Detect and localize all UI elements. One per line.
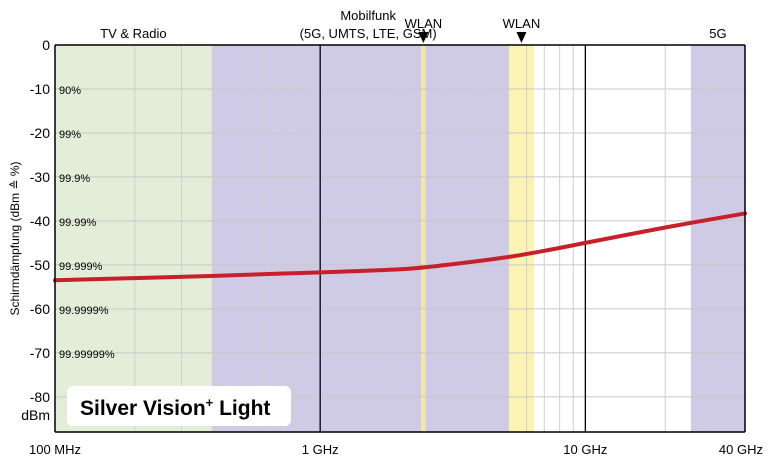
frequency-bands — [55, 45, 745, 432]
percent-label-5: 99.9999% — [59, 305, 109, 317]
band-4 — [690, 45, 745, 432]
product-suffix: Light — [213, 397, 270, 420]
y-tick-label-7: -70 — [30, 345, 50, 361]
x-tick-label-3: 40 GHz — [719, 442, 763, 457]
percent-label-0: 90% — [59, 85, 81, 97]
percent-label-1: 99% — [59, 129, 81, 141]
x-tick-label-2: 10 GHz — [563, 442, 607, 457]
y-tick-label-8: -80 — [30, 389, 50, 405]
y-tick-label-1: -10 — [30, 81, 50, 97]
band-marker-2 — [418, 32, 429, 43]
y-tick-label-6: -60 — [30, 301, 50, 317]
band-sublabel-1: (5G, UMTS, LTE, GSM) — [300, 26, 437, 41]
grid — [55, 45, 745, 432]
y-unit-label: dBm — [21, 407, 50, 423]
y-axis-label: Schirmdämpfung (dBm ≙ %) — [8, 161, 22, 315]
y-tick-label-5: -50 — [30, 257, 50, 273]
product-label: Silver Vision+ Light — [67, 386, 291, 426]
product-superscript: + — [206, 395, 214, 410]
axes — [54, 44, 746, 433]
y-tick-label-2: -20 — [30, 125, 50, 141]
percent-label-2: 99.9% — [59, 173, 90, 185]
band-label-2: WLAN — [405, 16, 443, 31]
y-tick-label-4: -40 — [30, 213, 50, 229]
x-tick-label-0: 100 MHz — [29, 442, 81, 457]
percent-label-6: 99.99999% — [59, 349, 115, 361]
y-tick-label-3: -30 — [30, 169, 50, 185]
band-2 — [420, 45, 426, 432]
product-label-box — [67, 386, 291, 426]
band-label-4: 5G — [709, 26, 726, 41]
y-tick-label-0: 0 — [42, 37, 50, 53]
band-label-1: Mobilfunk — [340, 8, 396, 23]
band-label-3: WLAN — [503, 16, 541, 31]
percent-label-4: 99.999% — [59, 261, 103, 273]
series-layer — [53, 211, 747, 283]
product-name: Silver Vision — [80, 397, 206, 420]
band-label-0: TV & Radio — [100, 26, 166, 41]
series-line-0 — [53, 211, 747, 283]
band-3 — [508, 45, 534, 432]
percent-label-3: 99.99% — [59, 217, 97, 229]
band-0 — [55, 45, 212, 432]
band-marker-3 — [516, 32, 527, 43]
band-1 — [211, 45, 525, 432]
x-tick-label-1: 1 GHz — [302, 442, 339, 457]
product-label-text: Silver Vision+ Light — [80, 395, 270, 420]
